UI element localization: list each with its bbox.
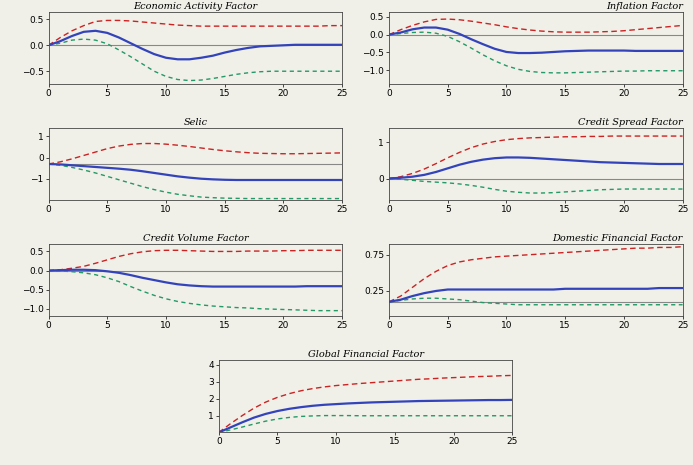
Text: Domestic Financial Factor: Domestic Financial Factor bbox=[552, 234, 683, 243]
Text: Inflation Factor: Inflation Factor bbox=[606, 2, 683, 11]
Text: Credit Spread Factor: Credit Spread Factor bbox=[578, 118, 683, 127]
Title: Selic: Selic bbox=[183, 118, 207, 127]
Title: Credit Volume Factor: Credit Volume Factor bbox=[143, 234, 248, 243]
Title: Global Financial Factor: Global Financial Factor bbox=[308, 350, 423, 359]
Title: Economic Activity Factor: Economic Activity Factor bbox=[133, 2, 257, 11]
